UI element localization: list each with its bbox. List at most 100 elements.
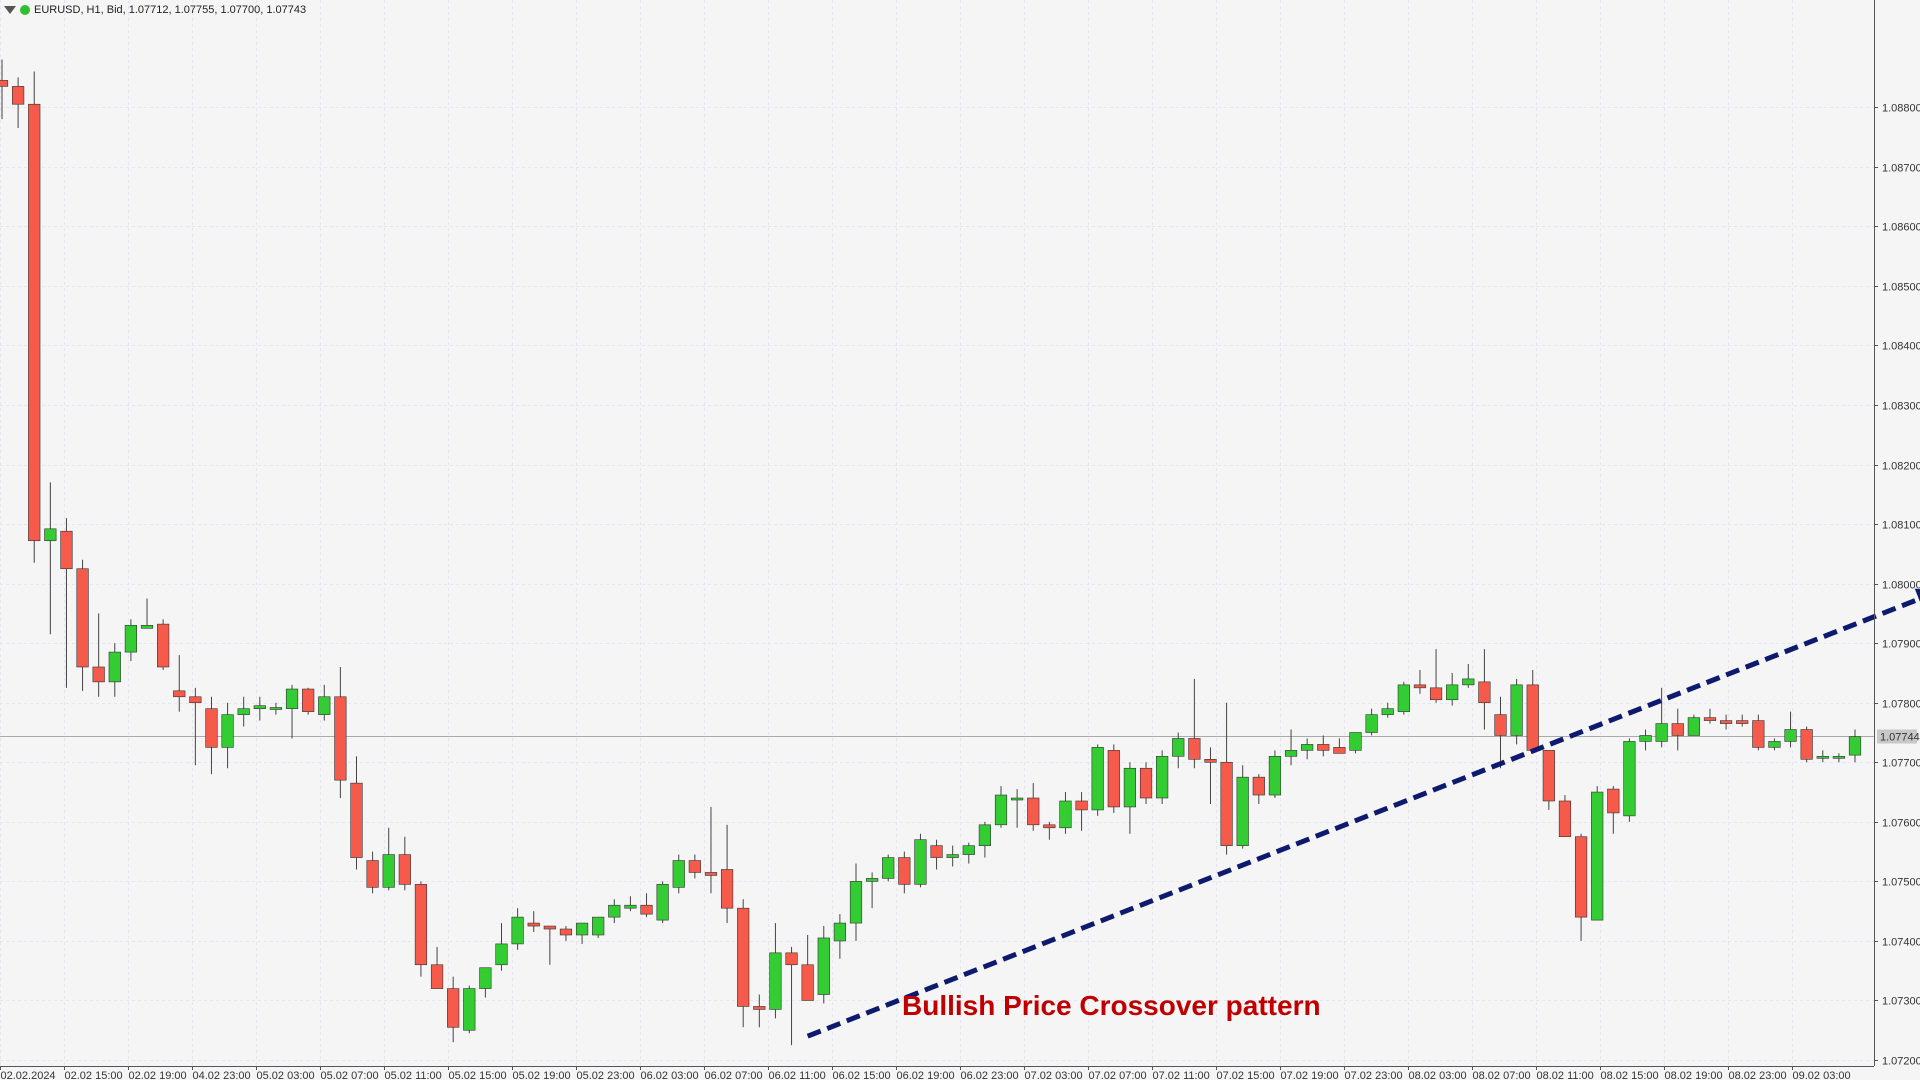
candle-body [1719, 720, 1733, 724]
y-tick-label: 1.08600 [1882, 222, 1920, 234]
candle-body [1107, 750, 1120, 808]
x-tick-label: 07.02 19:00 [1281, 1070, 1339, 1080]
candle-bearish [1752, 714, 1765, 751]
candle-body [962, 845, 975, 855]
candle-bullish [1059, 792, 1072, 834]
candle-body [1123, 767, 1137, 808]
candle-body [994, 794, 1008, 826]
x-tick-label: 08.02 23:00 [1729, 1070, 1787, 1080]
candle-bearish [1220, 702, 1233, 855]
candle-body [527, 922, 540, 927]
candle-body [382, 854, 395, 888]
candle-bearish [559, 926, 573, 941]
x-tick-label: 07.02 23:00 [1345, 1070, 1403, 1080]
candle-body [978, 824, 991, 846]
candle-body [269, 707, 283, 710]
y-tick-label: 1.08500 [1882, 282, 1920, 294]
candle-bearish [1719, 714, 1733, 730]
y-axis: 1.08800 1.08700 1.08600 1.08500 1.08400 1.083… [1874, 103, 1920, 1068]
candle-bullish [253, 696, 266, 721]
candle-bearish [688, 854, 701, 879]
candle-bearish [1542, 750, 1555, 810]
candle-bearish [1252, 774, 1265, 804]
candle-body [1639, 735, 1652, 742]
candle-body [1494, 714, 1507, 736]
candle-bullish [962, 842, 975, 864]
candle-bullish [124, 619, 138, 662]
candle-bullish [1687, 714, 1700, 736]
triangle-down-icon[interactable] [4, 6, 16, 14]
candle-bearish [1478, 649, 1491, 730]
candle-body [447, 988, 460, 1028]
x-tick-label: 07.02 07:00 [1089, 1070, 1147, 1080]
x-tick-label: 08.02 07:00 [1473, 1070, 1531, 1080]
candle-body [1252, 776, 1265, 796]
y-tick-label: 1.07400 [1882, 937, 1920, 949]
x-tick-label: 07.02 11:00 [1153, 1070, 1210, 1080]
candle-bearish [366, 851, 379, 894]
y-tick-label: 1.08000 [1882, 580, 1920, 592]
candle-bearish [1574, 833, 1588, 941]
candle-bullish [1236, 765, 1249, 849]
grid-lines [0, 0, 1874, 1066]
candle-body [1558, 800, 1572, 838]
candle-bearish [527, 911, 540, 933]
candle-body [1510, 684, 1523, 736]
candle-bullish [592, 916, 605, 938]
candle-bullish [44, 482, 57, 635]
candle-body [1607, 788, 1620, 814]
candle-bullish [672, 854, 685, 894]
x-tick-label: 02.02 15:00 [65, 1070, 123, 1080]
candle-bullish [1623, 738, 1636, 822]
candle-body [1156, 756, 1169, 799]
candle-body [1800, 729, 1813, 760]
candle-body [575, 922, 589, 936]
candle-body [1848, 736, 1862, 756]
x-tick-label: 05.02 19:00 [513, 1070, 571, 1080]
candle-bullish [382, 827, 395, 891]
y-tick-label: 1.07500 [1882, 877, 1920, 889]
candle-body [753, 1006, 766, 1010]
candle-bullish [495, 923, 508, 971]
candle-bullish [1172, 732, 1185, 769]
candle-bearish [1107, 744, 1120, 813]
y-tick-label: 1.07800 [1882, 699, 1920, 711]
candle-bearish [1800, 726, 1813, 763]
candle-bullish [285, 684, 299, 739]
x-tick-label: 02.02 19:00 [129, 1070, 187, 1080]
candle-body [205, 708, 218, 748]
x-tick-label: 06.02 23:00 [961, 1070, 1019, 1080]
x-tick-label: 05.02 23:00 [577, 1070, 635, 1080]
candle-body [350, 782, 363, 858]
candle-body [1655, 723, 1668, 742]
candle-body [898, 857, 911, 885]
candle-bullish [1784, 711, 1797, 748]
candle-body [1381, 708, 1394, 715]
trendline-arrow [806, 588, 1920, 1039]
candle-bullish [1816, 750, 1829, 763]
x-tick-label: 02.02.2024 [1, 1070, 56, 1080]
candle-bullish [1462, 664, 1475, 688]
candle-body [12, 86, 25, 105]
candle-body [1462, 678, 1475, 686]
candle-bearish [1204, 747, 1217, 804]
x-axis: 02.02.2024 02.02 15:00 02.02 19:00 04.02 23… [0, 1066, 1851, 1080]
candle-bullish [269, 702, 283, 715]
x-tick-label: 08.02 11:00 [1537, 1070, 1594, 1080]
candle-body [1172, 738, 1185, 757]
candle-bearish [398, 836, 411, 891]
candle-bearish [1736, 714, 1749, 727]
candle-body [398, 854, 411, 885]
candle-body [849, 881, 863, 924]
candle-body [366, 860, 379, 888]
candle-body [688, 860, 701, 873]
candle-bearish [543, 925, 556, 965]
candle-bearish [28, 71, 41, 563]
candle-bullish [108, 643, 121, 697]
candle-body [430, 964, 444, 989]
candle-bearish [1671, 708, 1684, 751]
y-tick-label: 1.08200 [1882, 461, 1920, 473]
candle-body [866, 878, 879, 882]
y-tick-label: 1.07300 [1882, 996, 1920, 1008]
